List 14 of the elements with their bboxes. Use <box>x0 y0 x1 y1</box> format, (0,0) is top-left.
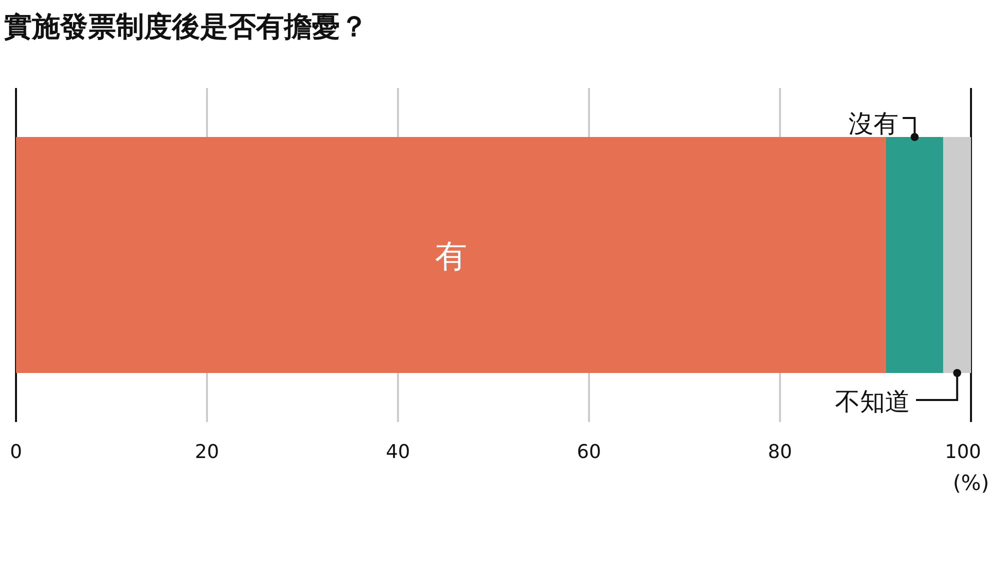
x-tick-label: 0 <box>10 441 22 463</box>
x-axis-title: (%) <box>952 471 990 495</box>
bar <box>886 137 944 373</box>
x-tick-label: 80 <box>768 441 792 463</box>
x-tick-label: 100 <box>944 441 982 463</box>
x-tick-label: 20 <box>194 441 220 463</box>
bar <box>16 137 886 373</box>
series-label: 不知道 <box>835 387 910 416</box>
chart-title: 實施發票制度後是否有擔憂？ <box>4 10 368 43</box>
series-label: 有 <box>435 237 468 275</box>
x-tick-label: 60 <box>576 441 602 463</box>
series-label: 沒有 <box>848 109 899 138</box>
bar <box>943 137 971 373</box>
x-tick-label: 40 <box>386 441 410 463</box>
